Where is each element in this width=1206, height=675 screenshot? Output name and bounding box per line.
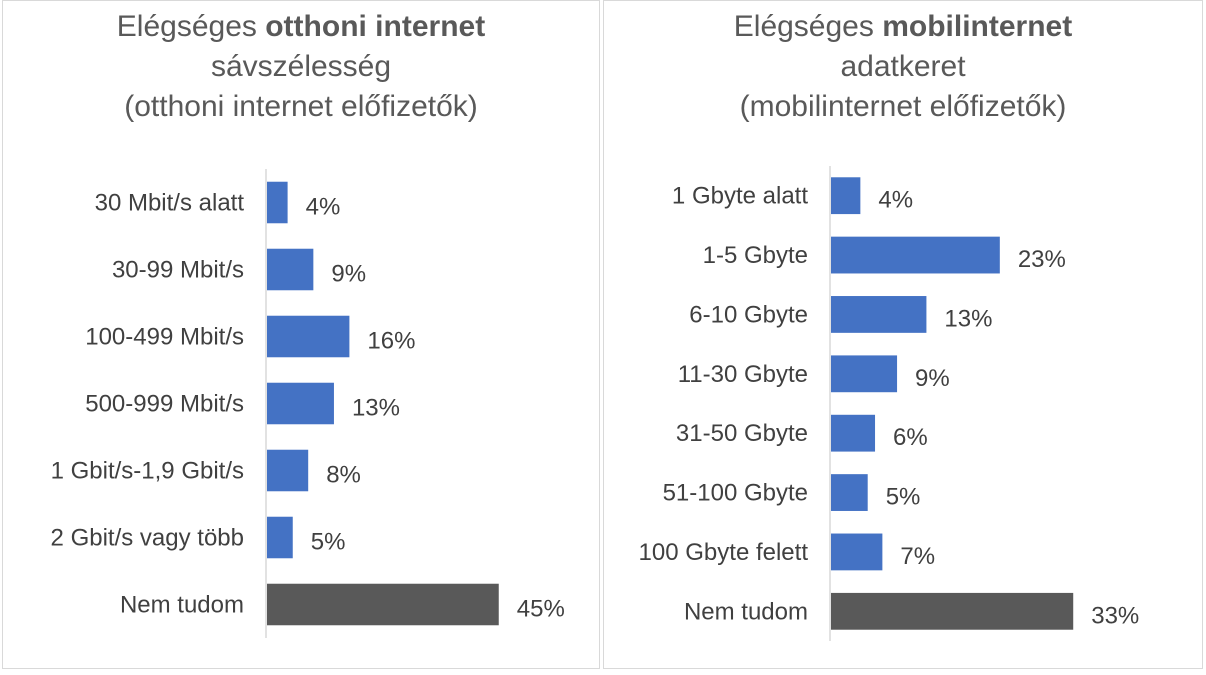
data-label: 4%: [878, 187, 913, 214]
category-label: Nem tudom: [120, 592, 244, 619]
chart-panel-mobile-internet: Elégséges mobilinternet adatkeret (mobil…: [603, 0, 1203, 669]
bar-4: [267, 382, 334, 425]
bar-8: [831, 592, 1074, 630]
bar-3: [267, 315, 350, 358]
data-label: 6%: [893, 424, 928, 451]
category-label: 1 Gbyte alatt: [672, 183, 808, 210]
chart-title-prefix: Elégséges: [733, 10, 883, 43]
chart-title-line2: adatkeret: [840, 50, 966, 83]
data-label: 45%: [517, 596, 565, 623]
bar-chart-mobile-internet: 1 Gbyte alatt 4% 1-5 Gbyte 23% 6-10 Gbyte 13%…: [639, 166, 1139, 641]
chart-title-line2: sávszélesség: [210, 50, 392, 83]
category-label: 100-499 Mbit/s: [85, 324, 244, 351]
category-label: 31-50 Gbyte: [676, 420, 808, 447]
data-label: 8%: [326, 462, 361, 489]
bar-3: [831, 296, 927, 333]
chart-title-prefix: Elégséges: [116, 10, 266, 43]
bar-chart-home-internet: 30 Mbit/s alatt 4% 30-99 Mbit/s 9% 100-499 M…: [51, 169, 565, 638]
chart-panel-home-internet: Elégséges otthoni internet sávszélesség …: [2, 0, 600, 669]
chart-title-bold: otthoni internet: [265, 10, 486, 43]
category-label: 1-5 Gbyte: [703, 242, 808, 269]
data-label: 23%: [1018, 246, 1066, 273]
data-label: 7%: [900, 543, 935, 570]
chart-title-bold: mobilinternet: [882, 10, 1073, 43]
bar-2: [267, 248, 314, 291]
data-label: 13%: [944, 305, 992, 332]
category-label: Nem tudom: [684, 598, 808, 625]
data-label: 4%: [306, 194, 341, 221]
bar-7: [267, 583, 499, 626]
data-label: 5%: [311, 529, 346, 556]
bar-1: [267, 181, 288, 224]
data-label: 13%: [352, 395, 400, 422]
category-label: 51-100 Gbyte: [663, 480, 808, 507]
chart-title-line1: Elégséges mobilinternet: [604, 7, 1202, 47]
category-label: 1 Gbit/s-1,9 Gbit/s: [51, 458, 244, 485]
data-label: 5%: [886, 484, 921, 511]
chart-title-home-internet: Elégséges otthoni internet sávszélesség …: [3, 7, 599, 127]
category-label: 30-99 Mbit/s: [112, 257, 244, 284]
category-label: 6-10 Gbyte: [689, 301, 808, 328]
bar-1: [831, 177, 861, 215]
bar-7: [831, 533, 883, 571]
bar-5: [267, 449, 309, 492]
data-label: 33%: [1091, 602, 1139, 629]
chart-title-line3: (mobilinternet előfizetők): [739, 90, 1067, 123]
category-label: 2 Gbit/s vagy több: [51, 525, 244, 552]
category-label: 500-999 Mbit/s: [85, 391, 244, 418]
category-label: 100 Gbyte felett: [639, 539, 809, 566]
chart-title-mobile-internet: Elégséges mobilinternet adatkeret (mobil…: [604, 7, 1202, 127]
data-label: 9%: [331, 261, 366, 288]
bar-4: [831, 355, 898, 393]
bar-6: [267, 516, 293, 559]
category-label: 11-30 Gbyte: [678, 361, 808, 388]
bar-6: [831, 474, 868, 511]
data-label: 16%: [367, 328, 415, 355]
data-label: 9%: [915, 365, 950, 392]
bar-5: [831, 414, 876, 452]
chart-title-line3: (otthoni internet előfizetők): [124, 90, 478, 123]
bar-2: [831, 236, 1000, 274]
category-label: 30 Mbit/s alatt: [95, 190, 245, 217]
chart-title-line1: Elégséges otthoni internet: [3, 7, 599, 47]
